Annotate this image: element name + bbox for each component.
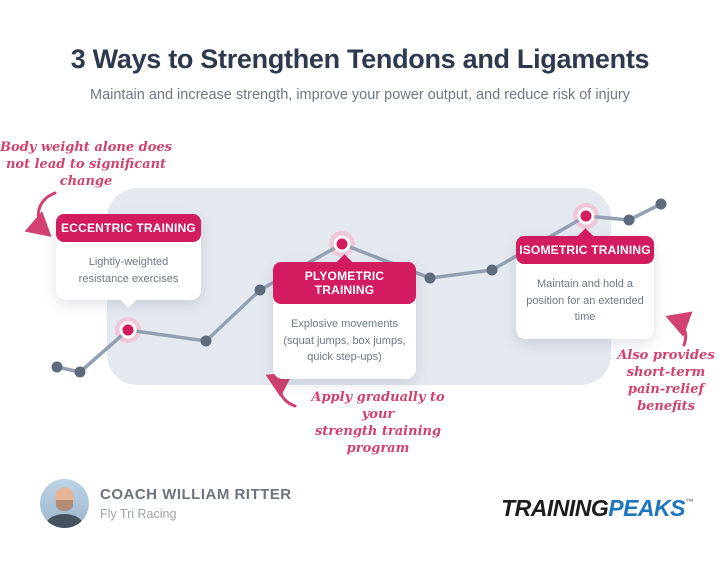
card-description: Maintain and hold a position for an exte… xyxy=(526,278,644,323)
note-line: benefits xyxy=(637,398,695,414)
card-title: ISOMETRIC TRAINING xyxy=(516,236,654,264)
card-description: Lightly-weighted resistance exercises xyxy=(78,256,179,285)
avatar-shirt xyxy=(46,514,83,528)
trainingpeaks-logo: TRAININGPEAKS™ xyxy=(501,495,694,522)
curved-arrow-icon-body-weight xyxy=(24,191,57,237)
coach-team: Fly Tri Racing xyxy=(100,507,177,521)
card-title: PLYOMETRIC TRAINING xyxy=(273,262,416,304)
card-isometric-training: ISOMETRIC TRAINING Maintain and hold a p… xyxy=(516,228,654,339)
logo-training: TRAINING xyxy=(501,495,609,521)
note-line: Body weight alone does xyxy=(0,140,172,155)
note-line: program xyxy=(346,440,410,456)
avatar-beard xyxy=(56,500,73,511)
card-eccentric-training: ECCENTRIC TRAINING Lightly-weighted resi… xyxy=(56,214,201,308)
trademark-symbol: ™ xyxy=(685,497,694,507)
note-line: short-term xyxy=(626,364,706,380)
note-line: Apply gradually to your xyxy=(311,390,445,422)
page-title: 3 Ways to Strengthen Tendons and Ligamen… xyxy=(70,44,650,74)
note-line: change xyxy=(59,173,113,189)
page-subtitle: Maintain and increase strength, improve … xyxy=(89,87,630,103)
note-line: pain-relief xyxy=(627,381,705,397)
note-apply-gradually: Apply gradually to your strength trainin… xyxy=(294,390,462,458)
note-line: Also provides xyxy=(617,348,715,363)
note-pain-relief: Also provides short-term pain-relief ben… xyxy=(613,348,719,416)
note-line: not lead to significant xyxy=(5,156,167,172)
note-line: strength training xyxy=(314,423,442,439)
note-body-weight: Body weight alone does not lead to signi… xyxy=(0,140,172,191)
coach-avatar xyxy=(40,479,89,528)
card-plyometric-training: PLYOMETRIC TRAINING Explosive movements … xyxy=(273,254,416,379)
coach-name: COACH WILLIAM RITTER xyxy=(100,486,292,503)
curved-arrow-icon-pain-relief xyxy=(665,311,693,347)
card-description: Explosive movements (squat jumps, box ju… xyxy=(283,318,406,363)
card-title: ECCENTRIC TRAINING xyxy=(56,214,201,242)
logo-peaks: PEAKS xyxy=(608,495,685,521)
